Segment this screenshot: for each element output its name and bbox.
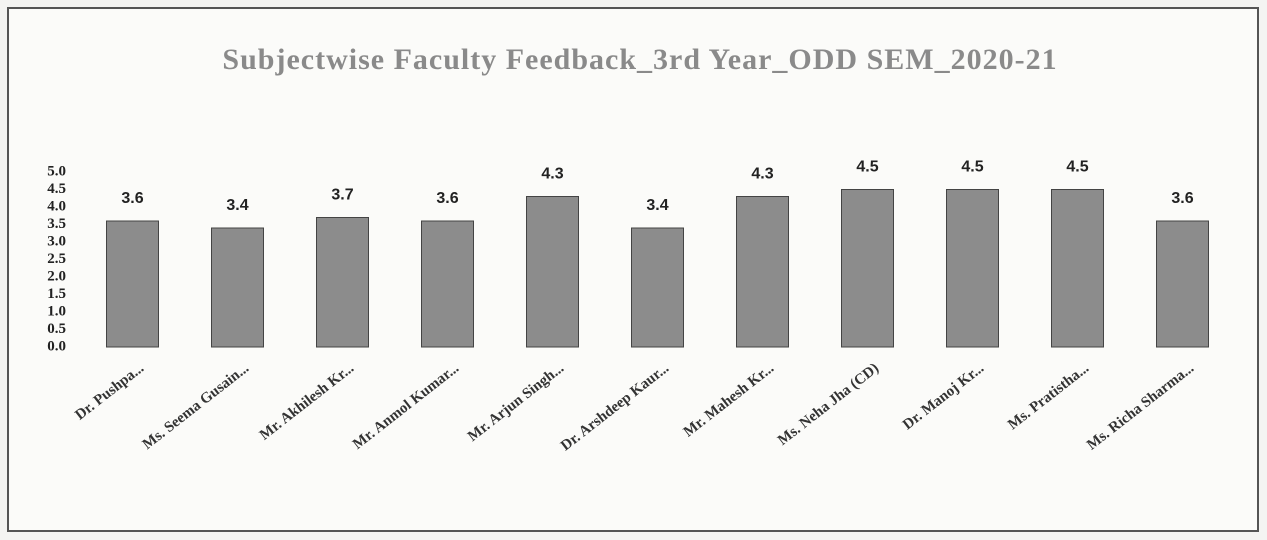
bar [526,196,579,348]
data-label: 3.6 [436,190,458,207]
data-label: 4.5 [961,159,983,176]
bar [736,196,789,348]
data-label: 4.3 [751,166,773,183]
bar [841,189,894,348]
chart-title: Subjectwise Faculty Feedback_3rd Year_OD… [222,43,1058,76]
bar [421,220,474,348]
bar [946,189,999,348]
data-label: 3.6 [1171,190,1193,207]
y-tick-label: 1.0 [47,303,66,319]
y-tick-label: 4.0 [47,198,66,214]
bar [631,227,684,348]
y-tick-label: 3.5 [47,216,66,232]
bar [106,220,159,348]
data-label: 4.3 [541,166,563,183]
y-tick-label: 2.5 [47,251,66,267]
data-label: 3.6 [121,190,143,207]
data-label: 3.4 [226,197,248,214]
y-tick-label: 3.0 [47,233,66,249]
y-tick-label: 0.0 [47,338,66,354]
y-tick-label: 2.0 [47,268,66,284]
data-label: 3.7 [331,187,353,204]
bar [316,217,369,348]
bar [211,227,264,348]
y-tick-label: 5.0 [47,163,66,179]
data-label: 4.5 [856,159,878,176]
bar [1051,189,1104,348]
y-tick-label: 4.5 [47,181,66,197]
data-label: 3.4 [646,197,668,214]
data-label: 4.5 [1066,159,1088,176]
y-tick-label: 0.5 [47,321,66,337]
bar [1156,220,1209,348]
y-tick-label: 1.5 [47,286,66,302]
